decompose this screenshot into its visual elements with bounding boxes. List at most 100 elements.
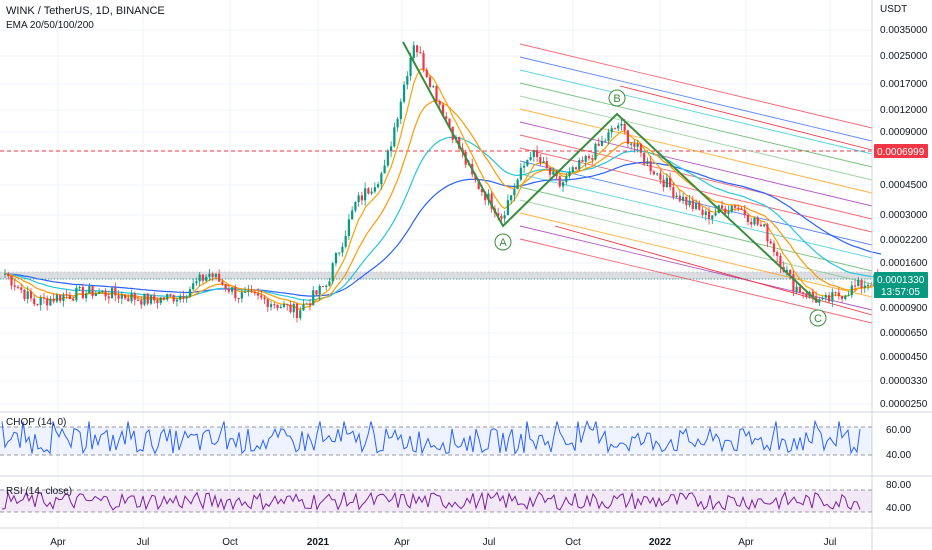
candle xyxy=(691,195,694,212)
candle xyxy=(870,282,873,288)
candle xyxy=(104,288,107,301)
candle xyxy=(393,122,396,148)
candle xyxy=(59,294,62,304)
candle xyxy=(659,169,662,184)
candle xyxy=(46,295,49,311)
candle xyxy=(746,213,750,226)
candle xyxy=(503,210,506,223)
candle xyxy=(110,286,114,299)
candle xyxy=(779,253,782,273)
chop-tick-upper: 60.00 xyxy=(886,425,911,436)
candle xyxy=(266,298,269,312)
candle xyxy=(315,290,318,296)
candle xyxy=(377,181,380,189)
price-tick-label: 0.0017000 xyxy=(880,79,928,90)
candle xyxy=(831,288,834,308)
candle xyxy=(351,206,354,220)
candle xyxy=(62,292,65,307)
candle xyxy=(532,149,535,163)
candle xyxy=(730,205,733,214)
candle xyxy=(149,295,153,306)
time-tick-label: Oct xyxy=(565,537,581,548)
candle xyxy=(701,206,704,218)
candle xyxy=(529,152,532,161)
candle xyxy=(182,290,185,303)
candle xyxy=(516,178,519,190)
candle xyxy=(772,240,776,257)
candle xyxy=(243,287,247,293)
candle xyxy=(604,138,607,142)
candle xyxy=(574,166,578,171)
pattern-label-b: B xyxy=(608,89,626,107)
candle xyxy=(568,167,571,179)
rsi-legend[interactable]: RSI (14, close) xyxy=(6,486,72,497)
candle xyxy=(720,200,724,209)
candle xyxy=(853,279,857,292)
candle xyxy=(827,292,831,303)
candle xyxy=(78,285,81,292)
candle xyxy=(91,286,94,300)
candle xyxy=(837,287,840,300)
chop-legend[interactable]: CHOP (14, 0) xyxy=(6,417,66,428)
candle xyxy=(578,157,581,171)
candle xyxy=(36,303,39,306)
candle xyxy=(370,187,373,196)
chop-tick-lower: 40.00 xyxy=(886,450,911,461)
rsi-tick-lower: 40.00 xyxy=(886,503,911,514)
candle xyxy=(681,192,685,205)
symbol-title[interactable]: WINK / TetherUS, 1D, BINANCE xyxy=(6,5,165,17)
candle xyxy=(269,300,273,311)
candle xyxy=(364,182,367,206)
candle xyxy=(688,194,691,208)
candle xyxy=(347,214,351,241)
candle xyxy=(542,157,545,164)
candle xyxy=(678,190,681,203)
candle xyxy=(587,153,591,161)
candle xyxy=(321,285,325,288)
candle xyxy=(136,296,140,302)
candle xyxy=(205,274,208,283)
candle xyxy=(396,117,399,132)
candle xyxy=(354,201,357,213)
time-axis-ticks[interactable]: Apr Jul Oct 2021 Apr Jul Oct 2022 Apr Jul xyxy=(50,537,836,548)
candle xyxy=(273,302,276,309)
candle xyxy=(402,81,406,104)
time-tick-label: Apr xyxy=(394,537,410,548)
candle xyxy=(344,230,347,249)
candle xyxy=(295,302,299,323)
candle xyxy=(617,122,620,131)
price-axis-ticks[interactable]: 0.0035000 0.0025000 0.0017000 0.0012000 0.00… xyxy=(880,25,928,410)
level-price-badge xyxy=(874,144,928,158)
price-tick-label: 0.0000330 xyxy=(880,376,928,387)
price-tick-label: 0.0001600 xyxy=(880,258,928,269)
candle xyxy=(594,142,597,161)
candle xyxy=(643,152,646,166)
candle xyxy=(218,269,221,282)
candle xyxy=(49,296,52,306)
candle xyxy=(357,192,360,207)
candle xyxy=(840,295,844,303)
ema-legend[interactable]: EMA 20/50/100/200 xyxy=(6,20,94,31)
candle xyxy=(185,294,188,304)
candle xyxy=(620,119,623,131)
candle xyxy=(159,296,162,306)
candle xyxy=(380,171,383,190)
candle xyxy=(162,296,166,301)
candle xyxy=(256,287,260,300)
candle xyxy=(308,298,312,311)
candle xyxy=(633,139,636,153)
candle xyxy=(419,46,422,54)
candle xyxy=(123,294,127,301)
candle xyxy=(166,293,169,302)
time-tick-label: Apr xyxy=(50,537,66,548)
candle xyxy=(13,279,16,291)
candle xyxy=(130,289,133,304)
svg-text:A: A xyxy=(499,237,507,249)
candle xyxy=(23,289,26,302)
candle xyxy=(211,272,214,282)
candle xyxy=(844,294,847,301)
candle xyxy=(172,294,175,305)
price-axis-currency: USDT xyxy=(880,4,907,15)
candle xyxy=(26,286,29,304)
